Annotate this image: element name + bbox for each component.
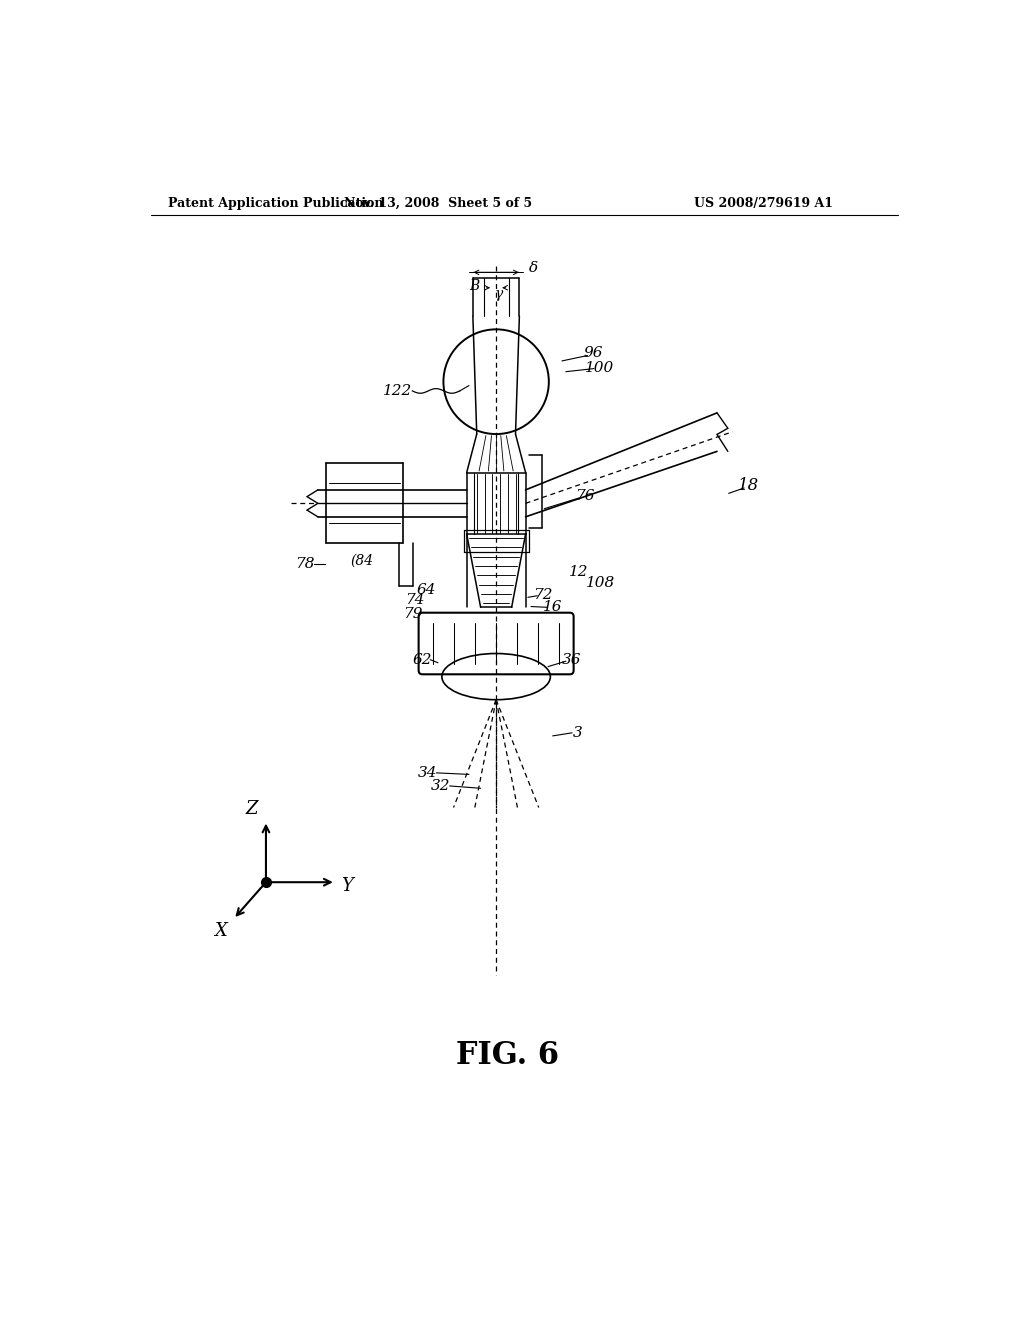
Text: 76: 76 bbox=[575, 488, 595, 503]
Text: Z: Z bbox=[246, 800, 258, 818]
Text: (84: (84 bbox=[350, 553, 374, 568]
Text: FIG. 6: FIG. 6 bbox=[457, 1040, 559, 1071]
Text: 16: 16 bbox=[543, 601, 562, 614]
Text: 18: 18 bbox=[737, 477, 759, 494]
Text: 12: 12 bbox=[569, 565, 589, 579]
Text: 62: 62 bbox=[413, 652, 432, 667]
Text: 36: 36 bbox=[561, 652, 581, 667]
Text: 3: 3 bbox=[572, 726, 583, 739]
Text: 78: 78 bbox=[295, 557, 314, 572]
Text: 96: 96 bbox=[584, 346, 603, 360]
Text: US 2008/279619 A1: US 2008/279619 A1 bbox=[694, 197, 833, 210]
Text: Y: Y bbox=[341, 876, 353, 895]
Text: 79: 79 bbox=[402, 607, 422, 622]
Text: Nov. 13, 2008  Sheet 5 of 5: Nov. 13, 2008 Sheet 5 of 5 bbox=[344, 197, 532, 210]
Text: B: B bbox=[469, 280, 479, 293]
Text: 74: 74 bbox=[406, 594, 425, 607]
Text: 122: 122 bbox=[383, 384, 413, 397]
Text: 72: 72 bbox=[532, 587, 552, 602]
Text: X: X bbox=[215, 923, 227, 940]
Text: 32: 32 bbox=[430, 779, 451, 793]
Text: 100: 100 bbox=[585, 360, 613, 375]
Text: 34: 34 bbox=[418, 766, 437, 780]
Text: 64: 64 bbox=[417, 582, 436, 597]
Text: 108: 108 bbox=[586, 577, 615, 590]
Text: Patent Application Publication: Patent Application Publication bbox=[168, 197, 384, 210]
Text: γ: γ bbox=[495, 286, 504, 301]
Text: δ: δ bbox=[528, 261, 538, 275]
